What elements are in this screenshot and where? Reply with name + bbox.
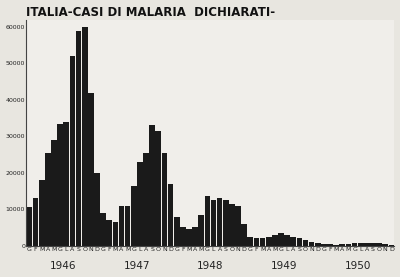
Bar <box>309 242 314 246</box>
Bar <box>106 220 112 246</box>
Bar <box>376 243 382 246</box>
Bar <box>315 243 320 246</box>
Bar <box>64 122 69 246</box>
Bar <box>27 207 32 246</box>
Bar <box>340 244 345 246</box>
Text: 1947: 1947 <box>124 261 150 271</box>
Bar <box>352 243 357 246</box>
Bar <box>370 243 376 246</box>
Bar <box>51 140 57 246</box>
Bar <box>186 229 192 246</box>
Bar <box>235 206 241 246</box>
Bar <box>149 125 155 246</box>
Bar <box>229 204 235 246</box>
Bar <box>137 162 143 246</box>
Bar <box>211 200 216 246</box>
Bar <box>303 240 308 246</box>
Bar <box>248 237 253 246</box>
Bar <box>198 215 204 246</box>
Bar <box>204 196 210 246</box>
Bar <box>260 238 265 246</box>
Text: 1948: 1948 <box>197 261 224 271</box>
Bar <box>45 153 51 246</box>
Bar <box>70 56 75 246</box>
Bar <box>192 227 198 246</box>
Bar <box>112 222 118 246</box>
Bar <box>321 244 327 246</box>
Bar <box>278 233 284 246</box>
Bar <box>241 224 247 246</box>
Bar <box>100 213 106 246</box>
Bar <box>290 237 296 246</box>
Bar <box>388 245 394 246</box>
Bar <box>254 238 259 246</box>
Bar <box>296 238 302 246</box>
Bar <box>57 124 63 246</box>
Bar <box>223 200 228 246</box>
Bar <box>143 153 149 246</box>
Text: 1950: 1950 <box>344 261 371 271</box>
Bar <box>327 244 333 246</box>
Text: ITALIA-CASI DI MALARIA  DICHIARATI-: ITALIA-CASI DI MALARIA DICHIARATI- <box>26 6 276 19</box>
Bar <box>94 173 100 246</box>
Bar <box>333 245 339 246</box>
Bar <box>82 27 88 246</box>
Bar <box>284 235 290 246</box>
Bar <box>364 243 370 246</box>
Bar <box>174 217 180 246</box>
Bar <box>382 244 388 246</box>
Bar <box>131 186 136 246</box>
Bar <box>168 184 173 246</box>
Bar <box>119 206 124 246</box>
Bar <box>346 244 351 246</box>
Text: 1946: 1946 <box>50 261 76 271</box>
Text: 1949: 1949 <box>271 261 297 271</box>
Bar <box>88 93 94 246</box>
Bar <box>358 243 364 246</box>
Bar <box>33 198 38 246</box>
Bar <box>272 235 278 246</box>
Bar <box>217 198 222 246</box>
Bar <box>162 153 167 246</box>
Bar <box>76 31 81 246</box>
Bar <box>125 206 130 246</box>
Bar <box>39 180 44 246</box>
Bar <box>156 131 161 246</box>
Bar <box>266 237 272 246</box>
Bar <box>180 227 186 246</box>
